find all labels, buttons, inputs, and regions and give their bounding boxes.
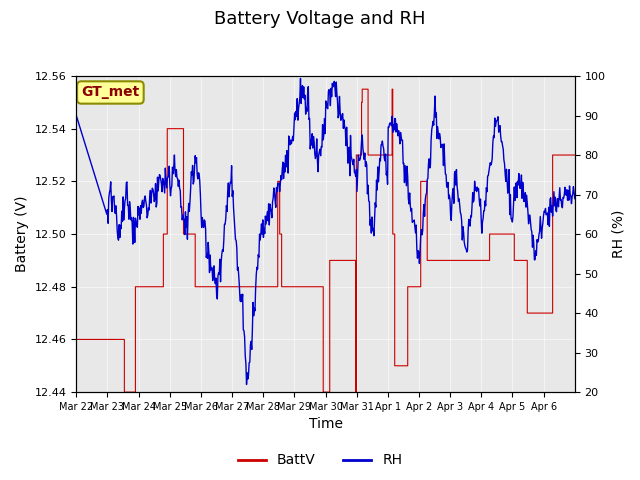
Y-axis label: Battery (V): Battery (V) bbox=[15, 196, 29, 272]
Text: GT_met: GT_met bbox=[81, 85, 140, 99]
Text: Battery Voltage and RH: Battery Voltage and RH bbox=[214, 10, 426, 28]
Legend: BattV, RH: BattV, RH bbox=[232, 448, 408, 473]
X-axis label: Time: Time bbox=[308, 418, 342, 432]
Y-axis label: RH (%): RH (%) bbox=[611, 210, 625, 258]
